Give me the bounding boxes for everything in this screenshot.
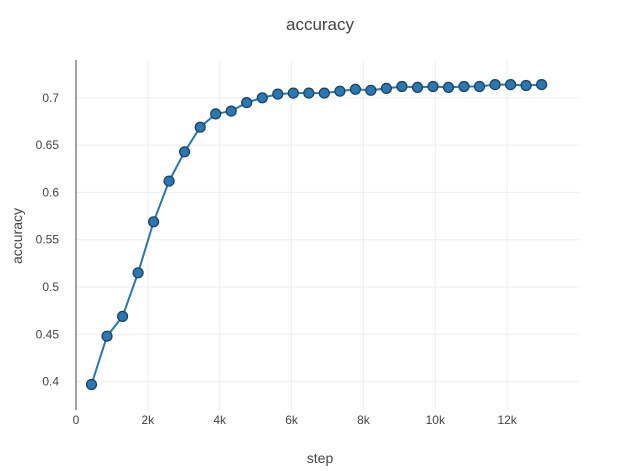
data-point <box>380 82 392 95</box>
data-point <box>349 83 361 95</box>
data-point <box>458 80 470 93</box>
data-point <box>163 175 175 187</box>
accuracy-markers <box>85 78 548 391</box>
data-point <box>473 80 486 93</box>
data-point <box>85 378 98 391</box>
data-point <box>442 81 455 94</box>
accuracy-series-line <box>90 83 542 385</box>
x-gridlines <box>147 60 508 410</box>
x-tick-label: 8k <box>357 413 371 427</box>
data-point <box>101 330 113 342</box>
data-point <box>132 267 144 279</box>
chart-title: accuracy <box>286 15 355 34</box>
x-tick-label: 6k <box>285 413 299 427</box>
data-point <box>225 105 237 117</box>
data-point <box>365 84 377 96</box>
data-point <box>272 88 284 100</box>
data-point <box>411 81 424 94</box>
data-point <box>287 87 299 99</box>
y-tick-label: 0.65 <box>36 138 60 152</box>
x-axis-title: step <box>307 450 334 466</box>
data-point <box>256 92 268 104</box>
data-point <box>318 87 330 99</box>
data-point <box>303 87 315 99</box>
y-tick-label: 0.6 <box>42 185 59 199</box>
y-tick-label: 0.55 <box>36 233 60 247</box>
data-point <box>194 121 206 133</box>
data-point <box>505 78 517 91</box>
data-point <box>489 78 501 91</box>
x-tick-label: 12k <box>497 413 517 427</box>
x-tick-label: 0 <box>73 413 80 427</box>
y-tick-label: 0.45 <box>36 327 60 341</box>
x-tick-label: 4k <box>213 413 227 427</box>
data-point <box>116 310 129 322</box>
data-point <box>535 78 548 91</box>
y-tick-label: 0.7 <box>42 91 59 105</box>
x-tick-label: 2k <box>142 413 156 427</box>
data-point <box>334 85 346 97</box>
y-tick-labels: 0.4 0.45 0.5 0.55 0.6 0.65 0.7 <box>36 91 60 389</box>
data-point <box>148 216 160 228</box>
data-point <box>520 79 532 92</box>
x-tick-labels: 0 2k 4k 6k 8k 10k 12k <box>73 413 518 427</box>
y-tick-label: 0.5 <box>42 280 59 294</box>
y-axis-title: accuracy <box>9 208 25 264</box>
data-point <box>427 80 439 93</box>
y-gridlines <box>76 97 579 383</box>
x-tick-label: 10k <box>426 413 446 427</box>
data-point <box>179 146 191 158</box>
data-point <box>210 108 222 120</box>
data-point <box>396 80 408 93</box>
data-point <box>241 96 253 109</box>
y-tick-label: 0.4 <box>42 375 59 389</box>
